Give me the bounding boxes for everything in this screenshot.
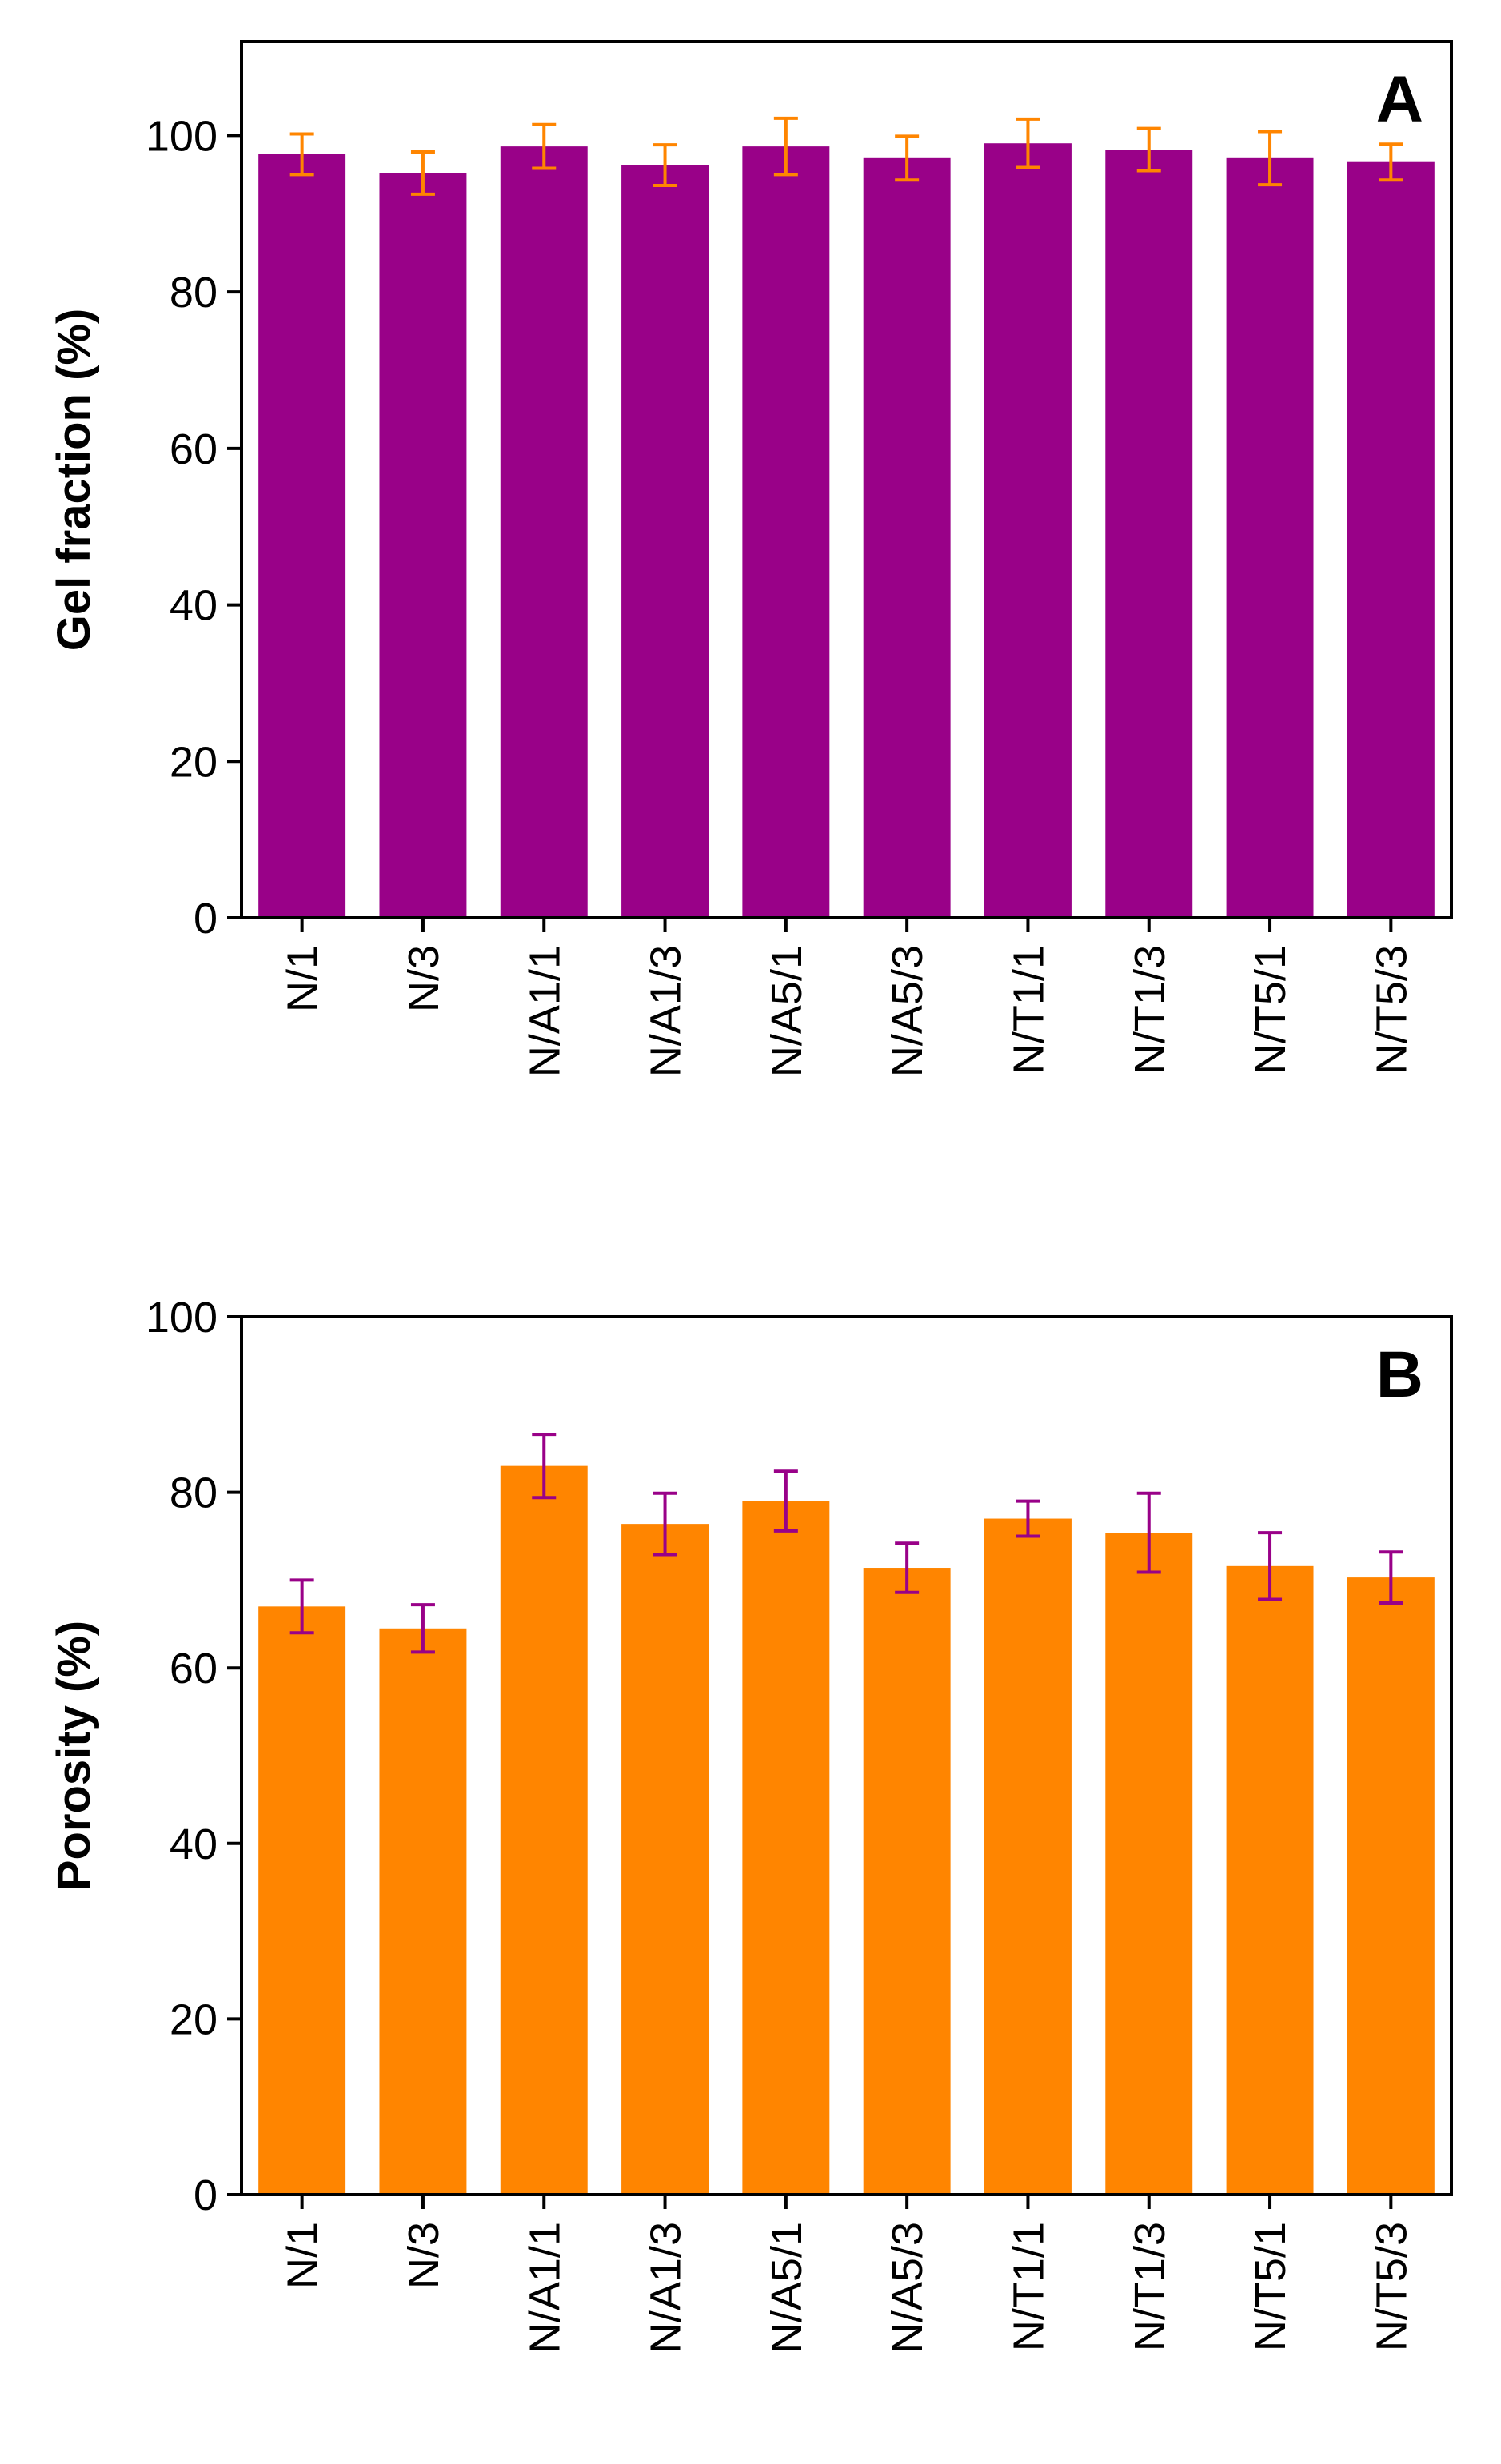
porosity-x-tick-label: N/1: [279, 2222, 327, 2289]
porosity-x-tick-label: N/A1/3: [642, 2222, 690, 2354]
gel-fraction-bar-n-a1-1: [500, 146, 588, 919]
gel-fraction-y-tick-label: 80: [170, 269, 218, 317]
gel-fraction-x-tick-label: N/A5/3: [884, 945, 932, 1077]
porosity-error-bar-n-t5-3: [1379, 1550, 1403, 1605]
gel-fraction-x-tick-label: N/T1/3: [1126, 945, 1174, 1075]
porosity-error-bar-n-t1-3: [1136, 1491, 1161, 1574]
gel-fraction-x-tick-label: N/T5/1: [1247, 945, 1295, 1075]
porosity-y-tick-label: 0: [194, 2171, 218, 2219]
gel-fraction-bar-n-1: [258, 154, 346, 918]
gel-fraction-error-bar-n-a5-3: [895, 134, 920, 182]
porosity-panel-letter: B: [1376, 1338, 1423, 1411]
gel-fraction-x-tick-label: N/T5/3: [1367, 945, 1415, 1075]
gel-fraction-y-tick-label: 20: [170, 738, 218, 786]
porosity-y-tick-label: 40: [170, 1820, 218, 1868]
porosity-bar-n-t1-1: [984, 1518, 1072, 2195]
gel-fraction-error-bar-n-1: [289, 132, 314, 177]
gel-fraction-panel: N/1 N/3 N/A1/1 N/A1/3 N/A5/1 N/A5/3 N/T1/1 N/T1…: [48, 40, 1453, 1077]
gel-fraction-y-tick-label: 40: [170, 582, 218, 630]
porosity-error-bar-n-a5-1: [773, 1469, 798, 1533]
gel-fraction-x-tick-label: N/1: [279, 945, 327, 1012]
gel-fraction-error-bar-n-t5-1: [1258, 130, 1283, 187]
gel-fraction-x-tick-label: N/3: [400, 945, 448, 1012]
gel-fraction-error-bar-n-t1-1: [1016, 117, 1040, 169]
porosity-error-bar-n-t1-1: [1016, 1499, 1040, 1538]
porosity-bar-n-a5-1: [742, 1501, 830, 2195]
porosity-y-tick-label: 60: [170, 1645, 218, 1693]
gel-fraction-bar-n-t5-3: [1347, 161, 1435, 918]
porosity-x-tick-label: N/A5/3: [884, 2222, 932, 2354]
porosity-x-tick-label: N/A1/1: [521, 2222, 569, 2354]
gel-fraction-error-bar-n-a5-1: [773, 116, 798, 177]
gel-fraction-y-tick-label: 100: [146, 112, 218, 160]
gel-fraction-error-bar-n-t1-3: [1136, 126, 1161, 173]
porosity-y-tick-label: 100: [146, 1294, 218, 1342]
gel-fraction-bar-n-t1-3: [1105, 150, 1193, 919]
porosity-y-axis-title: Porosity (%): [48, 1621, 100, 1891]
porosity-x-tick-label: N/T1/1: [1004, 2222, 1052, 2351]
porosity-bar-n-3: [379, 1628, 467, 2195]
gel-fraction-bar-n-a5-3: [863, 157, 951, 919]
porosity-x-tick-label: N/3: [400, 2222, 448, 2289]
gel-fraction-plot-frame: [240, 40, 1453, 919]
porosity-bar-n-a1-3: [621, 1524, 709, 2195]
porosity-bar-n-t1-3: [1105, 1533, 1193, 2195]
porosity-error-bar-n-a1-1: [532, 1433, 557, 1500]
porosity-panel: N/1 N/3 N/A1/1 N/A1/3 N/A5/1 N/A5/3 N/T1/1 N/T1…: [48, 1294, 1453, 2354]
porosity-plot-frame: [240, 1315, 1453, 2196]
gel-fraction-x-tick-label: N/T1/1: [1004, 945, 1052, 1075]
gel-fraction-error-bar-n-3: [410, 150, 435, 196]
gel-fraction-bar-n-a5-1: [742, 146, 830, 919]
gel-fraction-y-tick-label: 0: [194, 895, 218, 943]
gel-fraction-panel-letter: A: [1376, 63, 1423, 136]
gel-fraction-bar-n-3: [379, 173, 467, 918]
porosity-x-tick-label: N/T5/1: [1247, 2222, 1295, 2351]
porosity-y-tick-label: 80: [170, 1469, 218, 1517]
porosity-x-tick-label: N/T1/3: [1126, 2222, 1174, 2351]
porosity-bar-n-1: [258, 1606, 346, 2195]
gel-fraction-y-tick-label: 60: [170, 425, 218, 473]
porosity-error-bar-n-1: [289, 1578, 314, 1635]
porosity-bar-n-a1-1: [500, 1465, 588, 2195]
gel-fraction-bar-n-a1-3: [621, 165, 709, 919]
gel-fraction-x-tick-label: N/A5/1: [763, 945, 811, 1077]
porosity-error-bar-n-t5-1: [1258, 1531, 1283, 1601]
gel-fraction-error-bar-n-a1-3: [653, 143, 677, 188]
gel-fraction-error-bar-n-a1-1: [532, 122, 557, 170]
porosity-y-tick-label: 20: [170, 1996, 218, 2043]
porosity-bar-n-a5-3: [863, 1568, 951, 2195]
gel-fraction-x-tick-label: N/A1/3: [642, 945, 690, 1077]
porosity-error-bar-n-a1-3: [653, 1491, 677, 1557]
porosity-error-bar-n-3: [410, 1603, 435, 1654]
porosity-x-tick-label: N/T5/3: [1367, 2222, 1415, 2351]
gel-fraction-bar-n-t1-1: [984, 143, 1072, 918]
gel-fraction-x-tick-label: N/A1/1: [521, 945, 569, 1077]
porosity-bar-n-t5-1: [1226, 1565, 1314, 2195]
gel-fraction-bar-n-t5-1: [1226, 157, 1314, 919]
gel-fraction-y-axis-title: Gel fraction (%): [48, 309, 100, 652]
porosity-x-tick-label: N/A5/1: [763, 2222, 811, 2354]
porosity-bar-n-t5-3: [1347, 1577, 1435, 2195]
gel-fraction-error-bar-n-t5-3: [1379, 142, 1403, 182]
porosity-error-bar-n-a5-3: [895, 1541, 920, 1594]
